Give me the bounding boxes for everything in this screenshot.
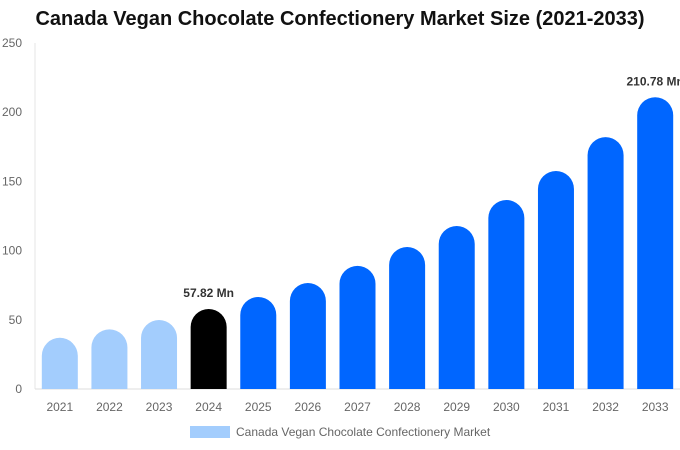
y-tick-label: 100 — [2, 244, 22, 258]
x-tick-label: 2032 — [592, 400, 619, 414]
x-tick-label: 2022 — [96, 400, 123, 414]
x-tick-label: 2027 — [344, 400, 371, 414]
legend-label: Canada Vegan Chocolate Confectionery Mar… — [236, 425, 491, 439]
x-tick-label: 2023 — [146, 400, 173, 414]
bar-2026 — [289, 282, 326, 389]
bar-2033 — [637, 97, 674, 389]
bar-2030 — [488, 199, 525, 389]
bar-2032 — [587, 137, 624, 389]
x-tick-label: 2033 — [642, 400, 669, 414]
y-tick-label: 150 — [2, 174, 22, 188]
data-label: 210.78 Mn — [627, 74, 680, 88]
x-tick-label: 2025 — [245, 400, 272, 414]
bar-2023 — [141, 319, 178, 389]
legend: Canada Vegan Chocolate Confectionery Mar… — [190, 425, 490, 439]
x-tick-label: 2031 — [543, 400, 570, 414]
bar-2028 — [389, 247, 426, 389]
y-tick-label: 200 — [2, 105, 22, 119]
bar-2027 — [339, 265, 376, 389]
x-tick-label: 2024 — [195, 400, 222, 414]
y-tick-label: 0 — [15, 382, 22, 396]
data-label: 57.82 Mn — [183, 286, 234, 300]
x-tick-label: 2029 — [443, 400, 470, 414]
legend-swatch — [190, 426, 230, 438]
y-tick-label: 250 — [2, 36, 22, 50]
bar-2021 — [41, 337, 78, 389]
y-tick-label: 50 — [9, 313, 23, 327]
bar-2029 — [438, 225, 475, 389]
bar-2025 — [240, 296, 277, 389]
x-tick-label: 2021 — [46, 400, 73, 414]
x-tick-label: 2030 — [493, 400, 520, 414]
chart-title: Canada Vegan Chocolate Confectionery Mar… — [35, 8, 645, 30]
x-tick-label: 2026 — [295, 400, 322, 414]
bar-2024 — [190, 308, 227, 389]
bar-2031 — [537, 171, 574, 389]
x-tick-label: 2028 — [394, 400, 421, 414]
bar-2022 — [91, 329, 128, 389]
